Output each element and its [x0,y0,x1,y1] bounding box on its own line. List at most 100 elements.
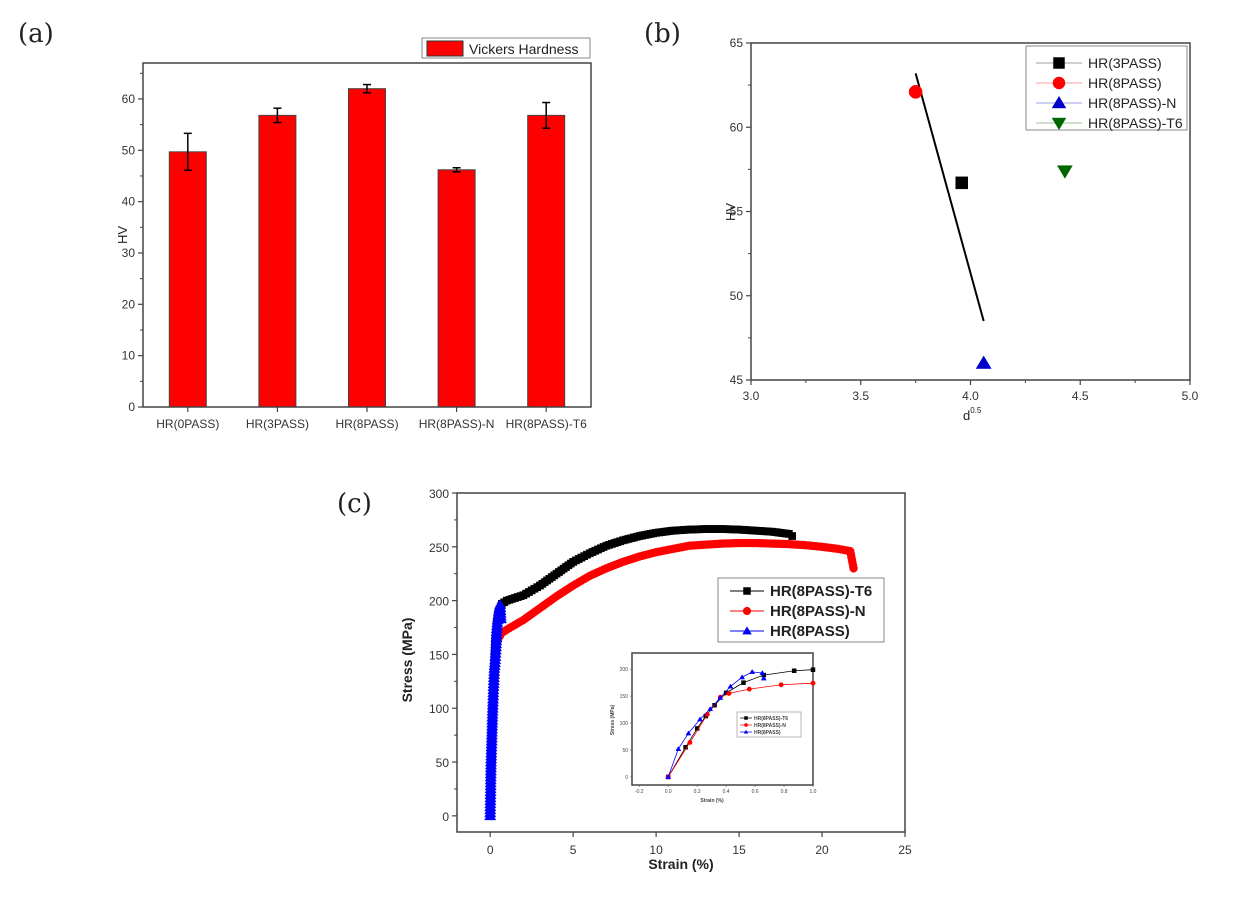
c-inset-point-triangle-up [665,774,672,779]
c-plot-frame [456,492,906,833]
b-y-tick-label: 55 [730,205,744,219]
a-y-tick-label: 50 [122,143,136,157]
a-legend-label: Vickers Hardness [469,41,578,57]
c-y-tick-label: 0 [442,810,449,824]
c-inset-point-circle [746,686,752,692]
c-inset-frame [631,652,814,786]
c-x-tick-label: 20 [815,843,829,857]
c-inset-point-triangle-up [717,694,724,700]
c-inset-x-tick-label: 0.4 [723,789,730,795]
c-inset-legend-label: HR(8PASS) [754,730,781,736]
a-y-tick-label: 60 [122,92,136,106]
c-series [484,525,858,821]
c-inset-x-tick-label: -0.2 [635,789,644,795]
c-inset-series [665,667,816,780]
c-legend-marker-square [743,587,751,595]
c-y-tick-label: 250 [429,541,449,555]
a-y-tick-label: 30 [122,246,136,260]
c-line-square [489,528,793,816]
c-legend-marker-triangle-up [742,626,752,635]
b-x-tick-label: 4.0 [962,389,979,403]
b-point-square [955,176,968,190]
a-bar [348,88,386,408]
c-inset-x-tick-label: 0.8 [781,789,788,795]
c-inset-y-tick-label: 0 [625,775,628,781]
a-legend-box [421,37,591,59]
c-inset-x-tick-label: 1.0 [810,789,817,795]
b-point-triangle-down [1056,165,1073,179]
c-inset-legend-label: HR(8PASS)-N [754,723,786,729]
c-inset-y-tick-label: 100 [620,721,629,727]
a-x-tick-label: HR(8PASS)-N [419,417,495,431]
b-points [908,85,1073,369]
b-legend-label: HR(8PASS)-N [1088,95,1176,111]
a-x-axis: HR(0PASS) HR(3PASS) HR(8PASS) HR(8PASS)-N HR… [156,407,587,431]
c-inset-point-triangle-up [707,706,714,712]
c-inset-point-triangle-up [760,675,767,681]
b-y-tick-label: 65 [730,36,744,50]
c-inset-point-triangle-up [675,746,682,751]
chart-b-scatter: 45 50 55 60 65 3.0 3.5 4.0 4.5 5.0 HV d0.5 HR(3P… [723,36,1199,423]
c-inset-point-circle [704,711,710,717]
c-inset-point-square [810,667,816,672]
c-legend-label: HR(8PASS) [770,623,850,640]
c-x-tick-label: 0 [487,843,494,857]
b-legend-marker-circle [1052,76,1066,90]
c-y-tick-label: 100 [429,702,449,716]
a-y-axis-title: HV [115,226,130,244]
b-point-triangle-up [975,355,992,369]
b-x-tick-label: 3.0 [743,389,760,403]
a-y-tick-label: 40 [122,195,136,209]
b-x-tick-label: 4.5 [1072,389,1089,403]
b-y-tick-label: 50 [730,289,744,303]
panel-label-b: (b) [644,19,681,49]
a-x-tick-label: HR(3PASS) [246,417,309,431]
c-inset-point-triangle-up [739,674,745,680]
b-x-axis-title-sup: 0.5 [970,406,982,415]
c-inset-point-square [741,680,746,685]
b-legend-label: HR(8PASS)-T6 [1088,115,1183,131]
a-bar [437,169,476,408]
a-error-bars [183,83,551,173]
b-x-axis-title: d0.5 [963,406,982,423]
c-inset-x-axis-title: Strain (%) [700,798,724,804]
a-x-tick-label: HR(8PASS)-T6 [506,417,587,431]
c-y-tick-label: 300 [429,487,449,501]
c-x-tick-label: 25 [898,843,912,857]
a-legend: Vickers Hardness [421,37,591,59]
b-x-tick-label: 5.0 [1182,389,1199,403]
c-x-tick-label: 10 [649,843,663,857]
c-inset-y-tick-label: 50 [622,748,628,754]
c-inset-legend-label: HR(8PASS)-T6 [754,716,788,722]
c-inset-legend-marker-circle [744,723,748,727]
c-inset-point-triangle-up [749,668,756,674]
chart-c-line: 0 50 100 150 200 250 300 0 5 10 15 20 25 Stress (MP… [399,487,912,872]
c-inset-point-circle [687,739,693,745]
b-y-axis: 45 50 55 60 65 [730,36,751,387]
c-inset-point-triangle-up [727,683,734,689]
c-y-tick-label: 50 [436,756,450,770]
a-y-tick-label: 20 [122,297,136,311]
b-y-tick-label: 45 [730,373,744,387]
a-bar [168,151,207,408]
panel-label-a: (a) [18,19,54,49]
c-inset-x-axis: -0.2 0.0 0.2 0.4 0.6 0.8 1.0 [635,785,817,795]
b-legend-marker-triangle-down [1051,117,1067,131]
c-inset-line-circle [667,682,814,778]
c-legend-label: HR(8PASS)-N [770,603,866,620]
c-inset-point-triangle-up [697,716,703,722]
c-series-HR(8PASS) [484,599,508,821]
c-x-axis: 0 5 10 15 20 25 [487,832,912,857]
c-inset-x-tick-label: 0.0 [665,789,672,795]
c-inset-legend-marker-square [744,716,748,720]
c-y-tick-label: 200 [429,595,449,609]
b-y-tick-label: 60 [730,120,744,134]
c-y-axis: 0 50 100 150 200 250 300 [429,487,457,824]
panel-label-c: (c) [337,489,372,519]
b-legend-box [1025,45,1188,131]
a-x-tick-label: HR(0PASS) [156,417,219,431]
b-point-circle [908,85,923,99]
b-legend-label: HR(8PASS) [1088,75,1162,91]
